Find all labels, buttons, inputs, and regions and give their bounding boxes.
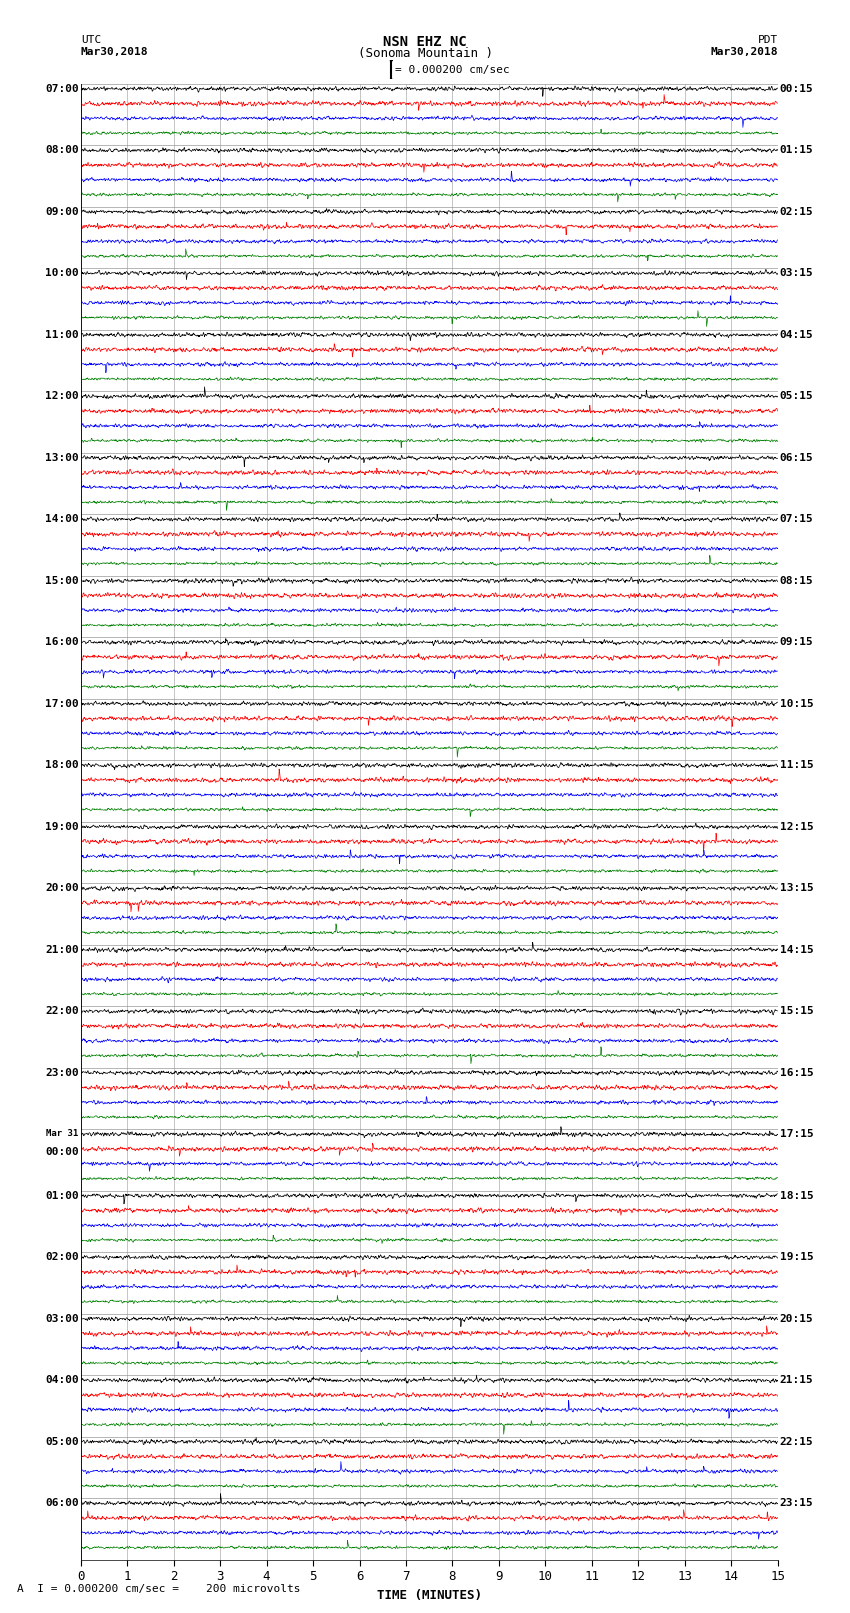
Text: 23:15: 23:15: [779, 1498, 813, 1508]
Text: 15:00: 15:00: [45, 576, 79, 586]
Text: 01:15: 01:15: [779, 145, 813, 155]
Text: 19:15: 19:15: [779, 1252, 813, 1263]
Text: 07:15: 07:15: [779, 515, 813, 524]
Text: 14:15: 14:15: [779, 945, 813, 955]
Text: 09:00: 09:00: [45, 206, 79, 216]
Text: 17:00: 17:00: [45, 698, 79, 708]
Text: NSN EHZ NC: NSN EHZ NC: [383, 35, 467, 50]
Text: 19:00: 19:00: [45, 823, 79, 832]
Text: 15:15: 15:15: [779, 1007, 813, 1016]
Text: 20:15: 20:15: [779, 1313, 813, 1324]
Text: 20:00: 20:00: [45, 884, 79, 894]
Text: PDT: PDT: [757, 35, 778, 45]
Text: 23:00: 23:00: [45, 1068, 79, 1077]
Text: (Sonoma Mountain ): (Sonoma Mountain ): [358, 47, 492, 60]
Text: 04:15: 04:15: [779, 331, 813, 340]
Text: 18:00: 18:00: [45, 760, 79, 771]
Text: 11:00: 11:00: [45, 331, 79, 340]
Text: 14:00: 14:00: [45, 515, 79, 524]
Text: 04:00: 04:00: [45, 1376, 79, 1386]
Text: 16:00: 16:00: [45, 637, 79, 647]
X-axis label: TIME (MINUTES): TIME (MINUTES): [377, 1589, 482, 1602]
Text: 18:15: 18:15: [779, 1190, 813, 1200]
Text: 03:00: 03:00: [45, 1313, 79, 1324]
Text: 00:15: 00:15: [779, 84, 813, 94]
Text: 12:00: 12:00: [45, 392, 79, 402]
Text: 16:15: 16:15: [779, 1068, 813, 1077]
Text: 05:15: 05:15: [779, 392, 813, 402]
Text: 02:15: 02:15: [779, 206, 813, 216]
Text: 22:15: 22:15: [779, 1437, 813, 1447]
Text: 10:00: 10:00: [45, 268, 79, 279]
Text: 08:00: 08:00: [45, 145, 79, 155]
Text: 05:00: 05:00: [45, 1437, 79, 1447]
Text: 01:00: 01:00: [45, 1190, 79, 1200]
Text: UTC: UTC: [81, 35, 101, 45]
Text: 06:15: 06:15: [779, 453, 813, 463]
Text: 13:15: 13:15: [779, 884, 813, 894]
Text: 03:15: 03:15: [779, 268, 813, 279]
Text: 12:15: 12:15: [779, 823, 813, 832]
Text: 08:15: 08:15: [779, 576, 813, 586]
Text: Mar30,2018: Mar30,2018: [711, 47, 778, 56]
Text: 21:00: 21:00: [45, 945, 79, 955]
Text: 11:15: 11:15: [779, 760, 813, 771]
Text: 06:00: 06:00: [45, 1498, 79, 1508]
Text: 13:00: 13:00: [45, 453, 79, 463]
Text: 21:15: 21:15: [779, 1376, 813, 1386]
Text: 09:15: 09:15: [779, 637, 813, 647]
Text: 10:15: 10:15: [779, 698, 813, 708]
Text: 00:00: 00:00: [45, 1147, 79, 1157]
Text: Mar 31: Mar 31: [47, 1129, 79, 1139]
Text: 22:00: 22:00: [45, 1007, 79, 1016]
Text: Mar30,2018: Mar30,2018: [81, 47, 148, 56]
Text: 17:15: 17:15: [779, 1129, 813, 1139]
Text: A  I = 0.000200 cm/sec =    200 microvolts: A I = 0.000200 cm/sec = 200 microvolts: [17, 1584, 301, 1594]
Text: = 0.000200 cm/sec: = 0.000200 cm/sec: [395, 65, 510, 74]
Text: 02:00: 02:00: [45, 1252, 79, 1263]
Text: 07:00: 07:00: [45, 84, 79, 94]
